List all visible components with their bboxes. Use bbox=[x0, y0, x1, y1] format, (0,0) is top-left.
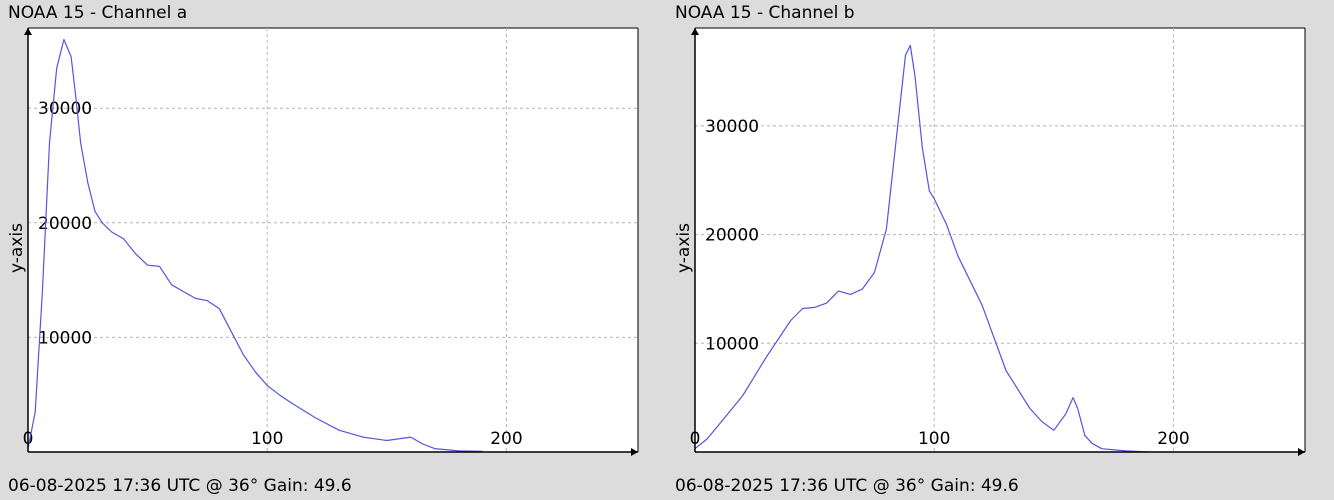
chart-b-title: NOAA 15 - Channel b bbox=[675, 3, 855, 23]
chart-panel-b: 0100200100002000030000y-axis NOAA 15 - C… bbox=[667, 0, 1334, 500]
chart-b-footer: 06-08-2025 17:36 UTC @ 36° Gain: 49.6 bbox=[675, 476, 1019, 496]
chart-b-y-tick-label: 20000 bbox=[705, 226, 759, 246]
chart-b-y-axis-arrow bbox=[691, 28, 699, 35]
chart-b-svg: 0100200100002000030000y-axis bbox=[674, 27, 1306, 456]
chart-a-x-tick-label: 200 bbox=[490, 429, 522, 449]
chart-a-plot-area bbox=[28, 28, 638, 452]
chart-b-y-tick-label: 30000 bbox=[705, 117, 759, 137]
chart-a-footer: 06-08-2025 17:36 UTC @ 36° Gain: 49.6 bbox=[8, 476, 352, 496]
chart-a-y-tick-label: 20000 bbox=[38, 214, 92, 234]
chart-a-x-axis-arrow bbox=[631, 448, 638, 456]
chart-a-y-tick-label: 30000 bbox=[38, 99, 92, 119]
chart-a-series-line bbox=[27, 38, 483, 452]
chart-b-y-axis-title: y-axis bbox=[674, 223, 694, 273]
chart-a-y-axis-title: y-axis bbox=[7, 223, 27, 273]
chart-b-x-axis-arrow bbox=[1298, 448, 1305, 456]
chart-b-x-tick-label: 200 bbox=[1157, 429, 1189, 449]
chart-a-title: NOAA 15 - Channel a bbox=[8, 3, 188, 23]
chart-b-x-tick-label: 100 bbox=[918, 429, 950, 449]
chart-b-plot-area bbox=[695, 28, 1305, 452]
chart-b-y-tick-label: 10000 bbox=[705, 334, 759, 354]
chart-b-series-line bbox=[694, 44, 1150, 453]
chart-a-svg: 0100200100002000030000y-axis bbox=[7, 27, 639, 456]
chart-panel-a: 0100200100002000030000y-axis NOAA 15 - C… bbox=[7, 3, 639, 496]
chart-a-y-axis-arrow bbox=[24, 28, 32, 35]
chart-a-x-tick-label: 100 bbox=[251, 429, 283, 449]
chart-a-y-tick-label: 10000 bbox=[38, 328, 92, 348]
